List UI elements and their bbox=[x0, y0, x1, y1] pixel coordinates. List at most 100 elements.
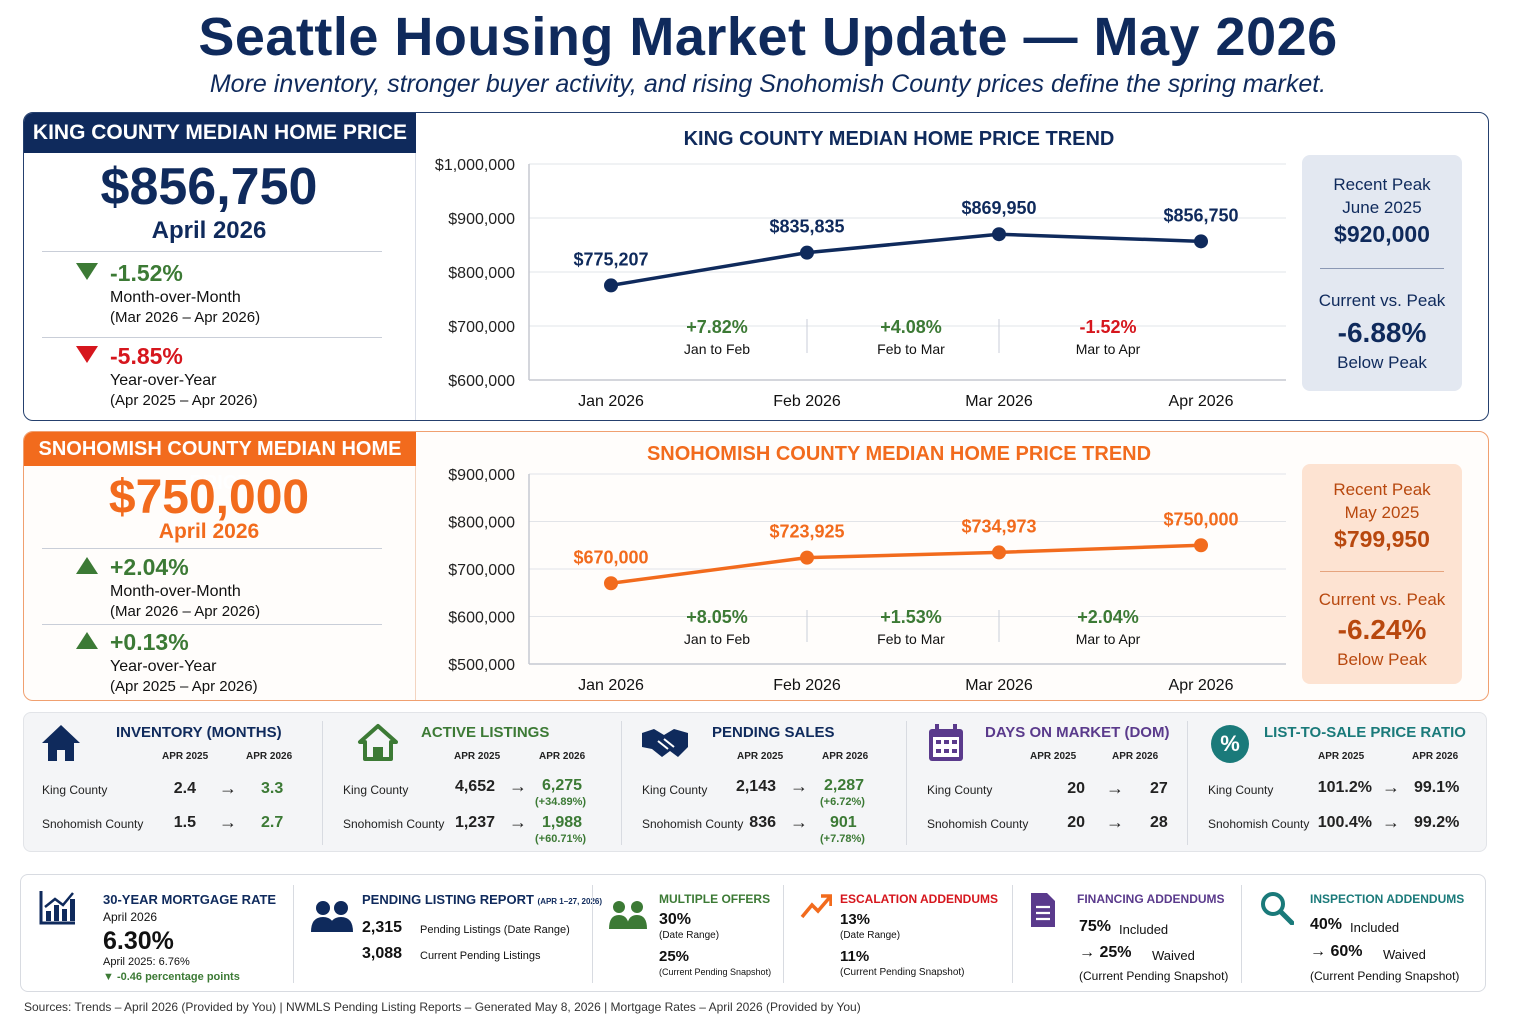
data-point bbox=[800, 245, 814, 260]
multiple-offers-range-label: (Date Range) bbox=[659, 930, 720, 941]
pending-listings-range-label: Pending Listings (Date Range) bbox=[420, 924, 570, 936]
king-peak-box: Recent Peak June 2025 $920,000 Current v… bbox=[1302, 155, 1462, 391]
data-point bbox=[1194, 234, 1208, 249]
dom-king-2026: 27 bbox=[1150, 780, 1168, 797]
page-subtitle: More inventory, stronger buyer activity,… bbox=[209, 70, 1327, 98]
change-pct-label: +2.04% bbox=[1077, 607, 1139, 627]
inspection-included-value: 40% bbox=[1310, 916, 1343, 933]
market-metrics-row: INVENTORY (MONTHS) APR 2025 APR 2026 Kin… bbox=[23, 712, 1487, 852]
row-label-king: King County bbox=[927, 783, 993, 797]
active-snohomish-change: (+60.71%) bbox=[535, 833, 587, 845]
snohomish-current-vs-peak-label: Current vs. Peak bbox=[1318, 590, 1446, 609]
divider bbox=[42, 624, 382, 625]
king-yoy-label: Year-over-Year bbox=[110, 372, 217, 389]
multiple-offers-range-value: 30% bbox=[659, 911, 692, 928]
divider bbox=[1241, 885, 1242, 983]
king-peak-value: $920,000 bbox=[1334, 221, 1430, 247]
active-king-2026: 6,275 bbox=[542, 777, 583, 794]
home-icon bbox=[42, 725, 80, 761]
king-mom-label: Month-over-Month bbox=[110, 289, 241, 306]
report-title-range: (APR 1–27, 2026) bbox=[537, 897, 603, 906]
data-label: $750,000 bbox=[1163, 509, 1238, 529]
days-on-market-metric: DAYS ON MARKET (DOM) APR 2025 APR 2026 K… bbox=[907, 713, 1187, 853]
mortgage-rate-stat: 30-YEAR MORTGAGE RATE April 2026 6.30% A… bbox=[21, 875, 293, 993]
row-label-snohomish: Snohomish County bbox=[642, 817, 744, 831]
escalation-snapshot-label: (Current Pending Snapshot) bbox=[840, 967, 965, 978]
arrow-icon: → bbox=[219, 778, 237, 798]
active-king-2025: 4,652 bbox=[454, 778, 495, 795]
snohomish-chart-title: SNOHOMISH COUNTY MEDIAN HOME PRICE TREND bbox=[646, 443, 1152, 465]
mortgage-rate-value: 6.30% bbox=[103, 927, 174, 955]
arrow-icon: → bbox=[1382, 777, 1400, 797]
snohomish-mom-pct: +2.04% bbox=[110, 554, 189, 580]
data-label: $869,950 bbox=[961, 198, 1036, 218]
down-triangle-icon bbox=[76, 346, 98, 363]
arrow-icon: → bbox=[1106, 812, 1124, 832]
change-pct-label: +4.08% bbox=[880, 317, 942, 337]
data-label: $775,207 bbox=[573, 249, 648, 269]
snohomish-peak-box: Recent Peak May 2025 $799,950 Current vs… bbox=[1302, 464, 1462, 684]
divider bbox=[42, 548, 382, 549]
king-yoy-change: -5.85% Year-over-Year (Apr 2025 – Apr 20… bbox=[76, 343, 258, 409]
house-outline-icon bbox=[358, 724, 398, 761]
y-tick-label: $600,000 bbox=[448, 610, 515, 627]
divider bbox=[621, 721, 622, 845]
change-pct-label: -1.52% bbox=[1079, 317, 1136, 337]
col-header-2025: APR 2025 bbox=[454, 751, 501, 762]
y-tick-label: $1,000,000 bbox=[435, 157, 515, 174]
current-pending-count: 3,088 bbox=[362, 945, 403, 962]
x-tick-label: Jan 2026 bbox=[578, 393, 644, 410]
x-tick-label: Feb 2026 bbox=[773, 677, 841, 694]
inventory-snohomish-2026: 2.7 bbox=[261, 814, 284, 831]
king-yoy-pct: -5.85% bbox=[110, 343, 183, 369]
escalation-range-value: 13% bbox=[840, 911, 871, 928]
snohomish-peak-value: $799,950 bbox=[1334, 526, 1430, 552]
col-header-2025: APR 2025 bbox=[162, 751, 209, 762]
snohomish-yoy-label: Year-over-Year bbox=[110, 658, 217, 675]
data-point bbox=[992, 227, 1006, 242]
series-line bbox=[610, 543, 1202, 585]
divider bbox=[1012, 885, 1013, 983]
data-label: $734,973 bbox=[961, 516, 1036, 536]
row-label-king: King County bbox=[42, 783, 108, 797]
divider bbox=[293, 885, 294, 983]
active-snohomish-2026: 1,988 bbox=[542, 814, 583, 831]
inspection-included-label: Included bbox=[1350, 920, 1400, 935]
inspection-waived-label: Waived bbox=[1383, 947, 1426, 962]
change-period-label: Jan to Feb bbox=[684, 341, 750, 357]
data-point bbox=[800, 550, 814, 565]
snohomish-current-vs-peak-pct: -6.24% bbox=[1337, 614, 1427, 645]
col-header-2025: APR 2025 bbox=[1030, 751, 1077, 762]
arrow-icon: → bbox=[1106, 778, 1124, 798]
col-header-2026: APR 2026 bbox=[246, 751, 293, 762]
escalation-snapshot-value: 11% bbox=[840, 948, 870, 965]
row-label-snohomish: Snohomish County bbox=[1208, 817, 1310, 831]
king-median-price: $856,750 bbox=[100, 158, 318, 216]
pending-snohomish-2026: 901 bbox=[830, 814, 857, 831]
escalation-title: ESCALATION ADDENDUMS bbox=[840, 892, 998, 906]
snohomish-header: SNOHOMISH COUNTY MEDIAN HOME PRICE bbox=[24, 432, 416, 494]
financing-stats-row: 30-YEAR MORTGAGE RATE April 2026 6.30% A… bbox=[20, 874, 1486, 992]
active-king-change: (+34.89%) bbox=[535, 796, 587, 808]
multiple-offers-title: MULTIPLE OFFERS bbox=[659, 892, 771, 906]
king-price-trend-chart: $1,000,000 $900,000 $800,000 $700,000 $600,0… bbox=[435, 157, 1286, 410]
arrow-icon: → bbox=[219, 812, 237, 832]
col-header-2026: APR 2026 bbox=[1412, 751, 1459, 762]
mortgage-title: 30-YEAR MORTGAGE RATE bbox=[103, 892, 277, 907]
pending-king-2025: 2,143 bbox=[735, 778, 776, 795]
snohomish-yoy-pct: +0.13% bbox=[110, 629, 189, 655]
document-icon bbox=[1031, 893, 1055, 927]
data-label: $835,835 bbox=[769, 217, 844, 237]
people-icon bbox=[311, 901, 353, 932]
inspection-addendums-stat: INSPECTION ADDENDUMS 40% Included → 60% … bbox=[1242, 875, 1486, 993]
x-tick-label: Mar 2026 bbox=[965, 677, 1033, 694]
king-chart-title: KING COUNTY MEDIAN HOME PRICE TREND bbox=[683, 128, 1115, 150]
x-tick-label: Jan 2026 bbox=[578, 677, 644, 694]
handshake-icon bbox=[642, 729, 688, 757]
group-icon bbox=[609, 901, 647, 929]
page-title: Seattle Housing Market Update — May 2026 bbox=[198, 7, 1338, 67]
financing-included-value: 75% bbox=[1079, 918, 1112, 935]
dom-king-2025: 20 bbox=[1067, 780, 1085, 797]
report-title: PENDING LISTING REPORT (APR 1–27, 2026) bbox=[362, 892, 602, 907]
mortgage-rate-change: ▼ -0.46 percentage points bbox=[103, 971, 240, 983]
